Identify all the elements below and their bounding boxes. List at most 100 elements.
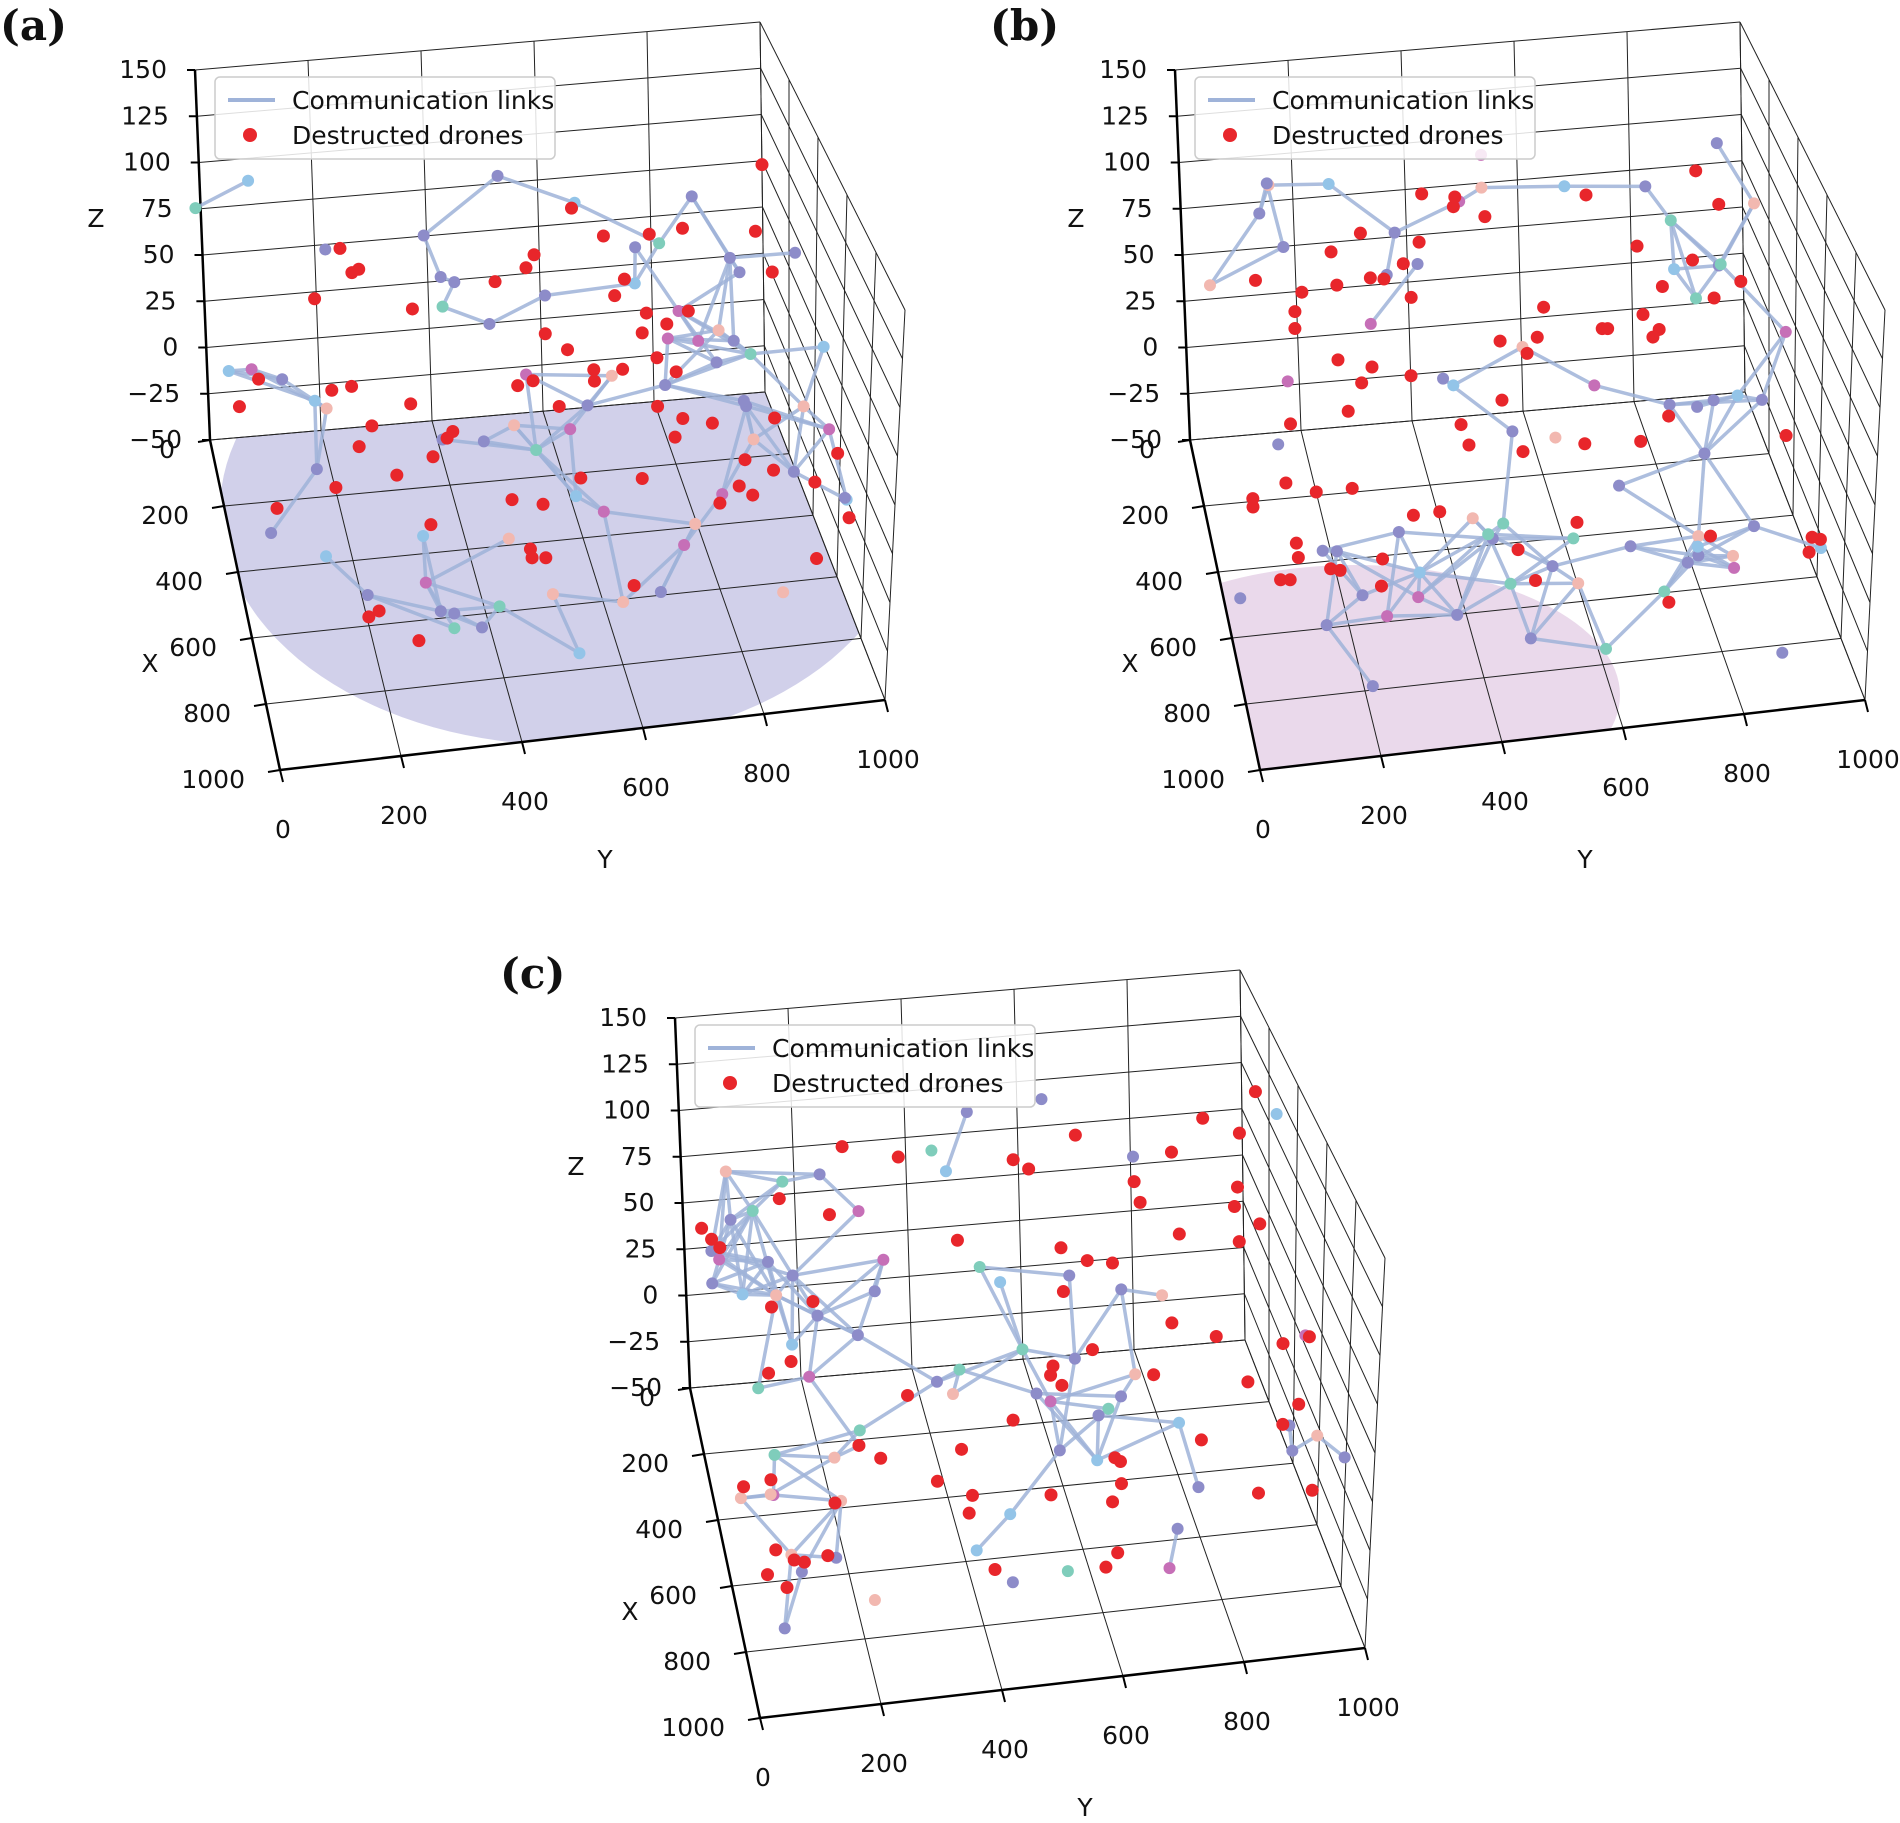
- link-line: [1369, 262, 1419, 325]
- x-axis-line: [208, 439, 282, 771]
- link-line: [324, 555, 369, 597]
- y-tick: [1622, 727, 1627, 741]
- drone-node: [222, 365, 235, 378]
- destroyed-drone: [1341, 404, 1355, 418]
- link-line: [1508, 583, 1533, 640]
- drone-node: [797, 400, 810, 413]
- wall-grid-line: [1742, 253, 1873, 554]
- destroyed-drone: [525, 551, 539, 565]
- link-line: [790, 1275, 795, 1345]
- link-line: [818, 1173, 860, 1213]
- destroyed-drone: [519, 261, 533, 275]
- destroyed-drone: [765, 265, 779, 279]
- z-tick-label: 100: [603, 1096, 651, 1125]
- x-tick-label: 400: [155, 567, 203, 596]
- link-line: [659, 544, 686, 593]
- drone-node: [1412, 591, 1425, 604]
- legend-label-links: Communication links: [292, 86, 554, 115]
- link-line: [1385, 232, 1397, 276]
- link-line: [1167, 1528, 1180, 1569]
- link-line: [858, 1380, 938, 1432]
- destroyed-drone: [1248, 1085, 1262, 1099]
- drone-node: [1366, 680, 1379, 693]
- drone-node: [1413, 566, 1426, 579]
- drone-node: [747, 433, 760, 446]
- destroyed-drone: [1288, 322, 1302, 336]
- drone-node: [628, 277, 641, 290]
- destroyed-drone: [650, 351, 664, 365]
- z-axis-label: Z: [87, 204, 104, 233]
- drone-node: [1613, 479, 1626, 492]
- link-line: [808, 1333, 860, 1379]
- wall-grid-line: [686, 1247, 1244, 1296]
- wall-grid-line: [1240, 1016, 1383, 1307]
- link-line: [524, 374, 538, 451]
- destroyed-drone: [424, 518, 438, 532]
- drone-node: [1504, 577, 1517, 590]
- link-line: [774, 1453, 835, 1460]
- destroyed-drone: [1274, 573, 1288, 587]
- destroyed-drone: [1579, 188, 1593, 202]
- drone-node: [1004, 1508, 1017, 1521]
- drone-node: [319, 243, 332, 256]
- destroyed-drone: [1734, 274, 1748, 288]
- destroyed-drone: [1295, 285, 1309, 299]
- y-tick-label: 600: [1602, 773, 1650, 802]
- link-line: [488, 293, 546, 326]
- link-line: [739, 1496, 793, 1556]
- link-line: [1073, 1288, 1123, 1360]
- destroyed-drone: [806, 1294, 820, 1308]
- destroyed-drone: [772, 1192, 786, 1206]
- y-tick: [1864, 699, 1869, 713]
- destroyed-drone: [950, 1233, 964, 1247]
- link-line: [664, 383, 745, 403]
- x-tick-label: 800: [1163, 699, 1211, 728]
- link-line: [790, 1314, 819, 1346]
- link-line: [534, 448, 606, 513]
- destroyed-drone: [404, 397, 418, 411]
- drone-node: [1506, 425, 1519, 438]
- destroyed-drone: [1404, 290, 1418, 304]
- destroyed-drone: [831, 446, 845, 460]
- destroyed-drones: [1246, 164, 1827, 609]
- destroyed-drone: [835, 1140, 849, 1154]
- destroyed-drone: [822, 1208, 836, 1222]
- destroyed-drone: [1309, 485, 1323, 499]
- link-line: [1268, 182, 1329, 187]
- drone-node: [1068, 1352, 1081, 1365]
- destroyed-drone: [780, 1581, 794, 1595]
- y-tick-label: 400: [981, 1735, 1029, 1764]
- drone-node: [530, 444, 543, 457]
- drone-node: [1451, 608, 1464, 621]
- z-axis-label: Z: [567, 1152, 584, 1181]
- destroyed-drone: [1324, 562, 1338, 576]
- wall-grid-line: [194, 21, 761, 71]
- drone-node: [813, 1168, 826, 1181]
- link-line: [513, 423, 571, 431]
- wall-grid-line: [1186, 299, 1744, 348]
- legend-box: [1194, 76, 1536, 160]
- link-line: [816, 1289, 876, 1318]
- x-tick: [267, 769, 281, 773]
- link-line: [1604, 590, 1666, 651]
- legend-dot-swatch: [243, 128, 257, 142]
- drone-node: [777, 586, 790, 599]
- x-tick: [747, 1717, 761, 1721]
- drone-node: [1044, 1395, 1057, 1408]
- x-tick: [1233, 703, 1247, 707]
- coverage-region: [0, 1357, 440, 1547]
- destroyed-drone: [365, 419, 379, 433]
- z-tick-label: −50: [609, 1373, 662, 1402]
- link-line: [496, 174, 576, 205]
- link-line: [1095, 1415, 1101, 1461]
- destroyed-drone: [1006, 1413, 1020, 1427]
- destroyed-drone: [705, 1232, 719, 1246]
- destroyed-drone: [329, 480, 343, 494]
- drone-node: [653, 237, 666, 250]
- destroyed-drone: [596, 229, 610, 243]
- drone-node: [1091, 1454, 1104, 1467]
- link-line: [827, 428, 849, 501]
- wall-grid-line: [1744, 391, 1866, 701]
- z-tick-label: 75: [141, 194, 173, 223]
- destroyed-drone: [1284, 417, 1298, 431]
